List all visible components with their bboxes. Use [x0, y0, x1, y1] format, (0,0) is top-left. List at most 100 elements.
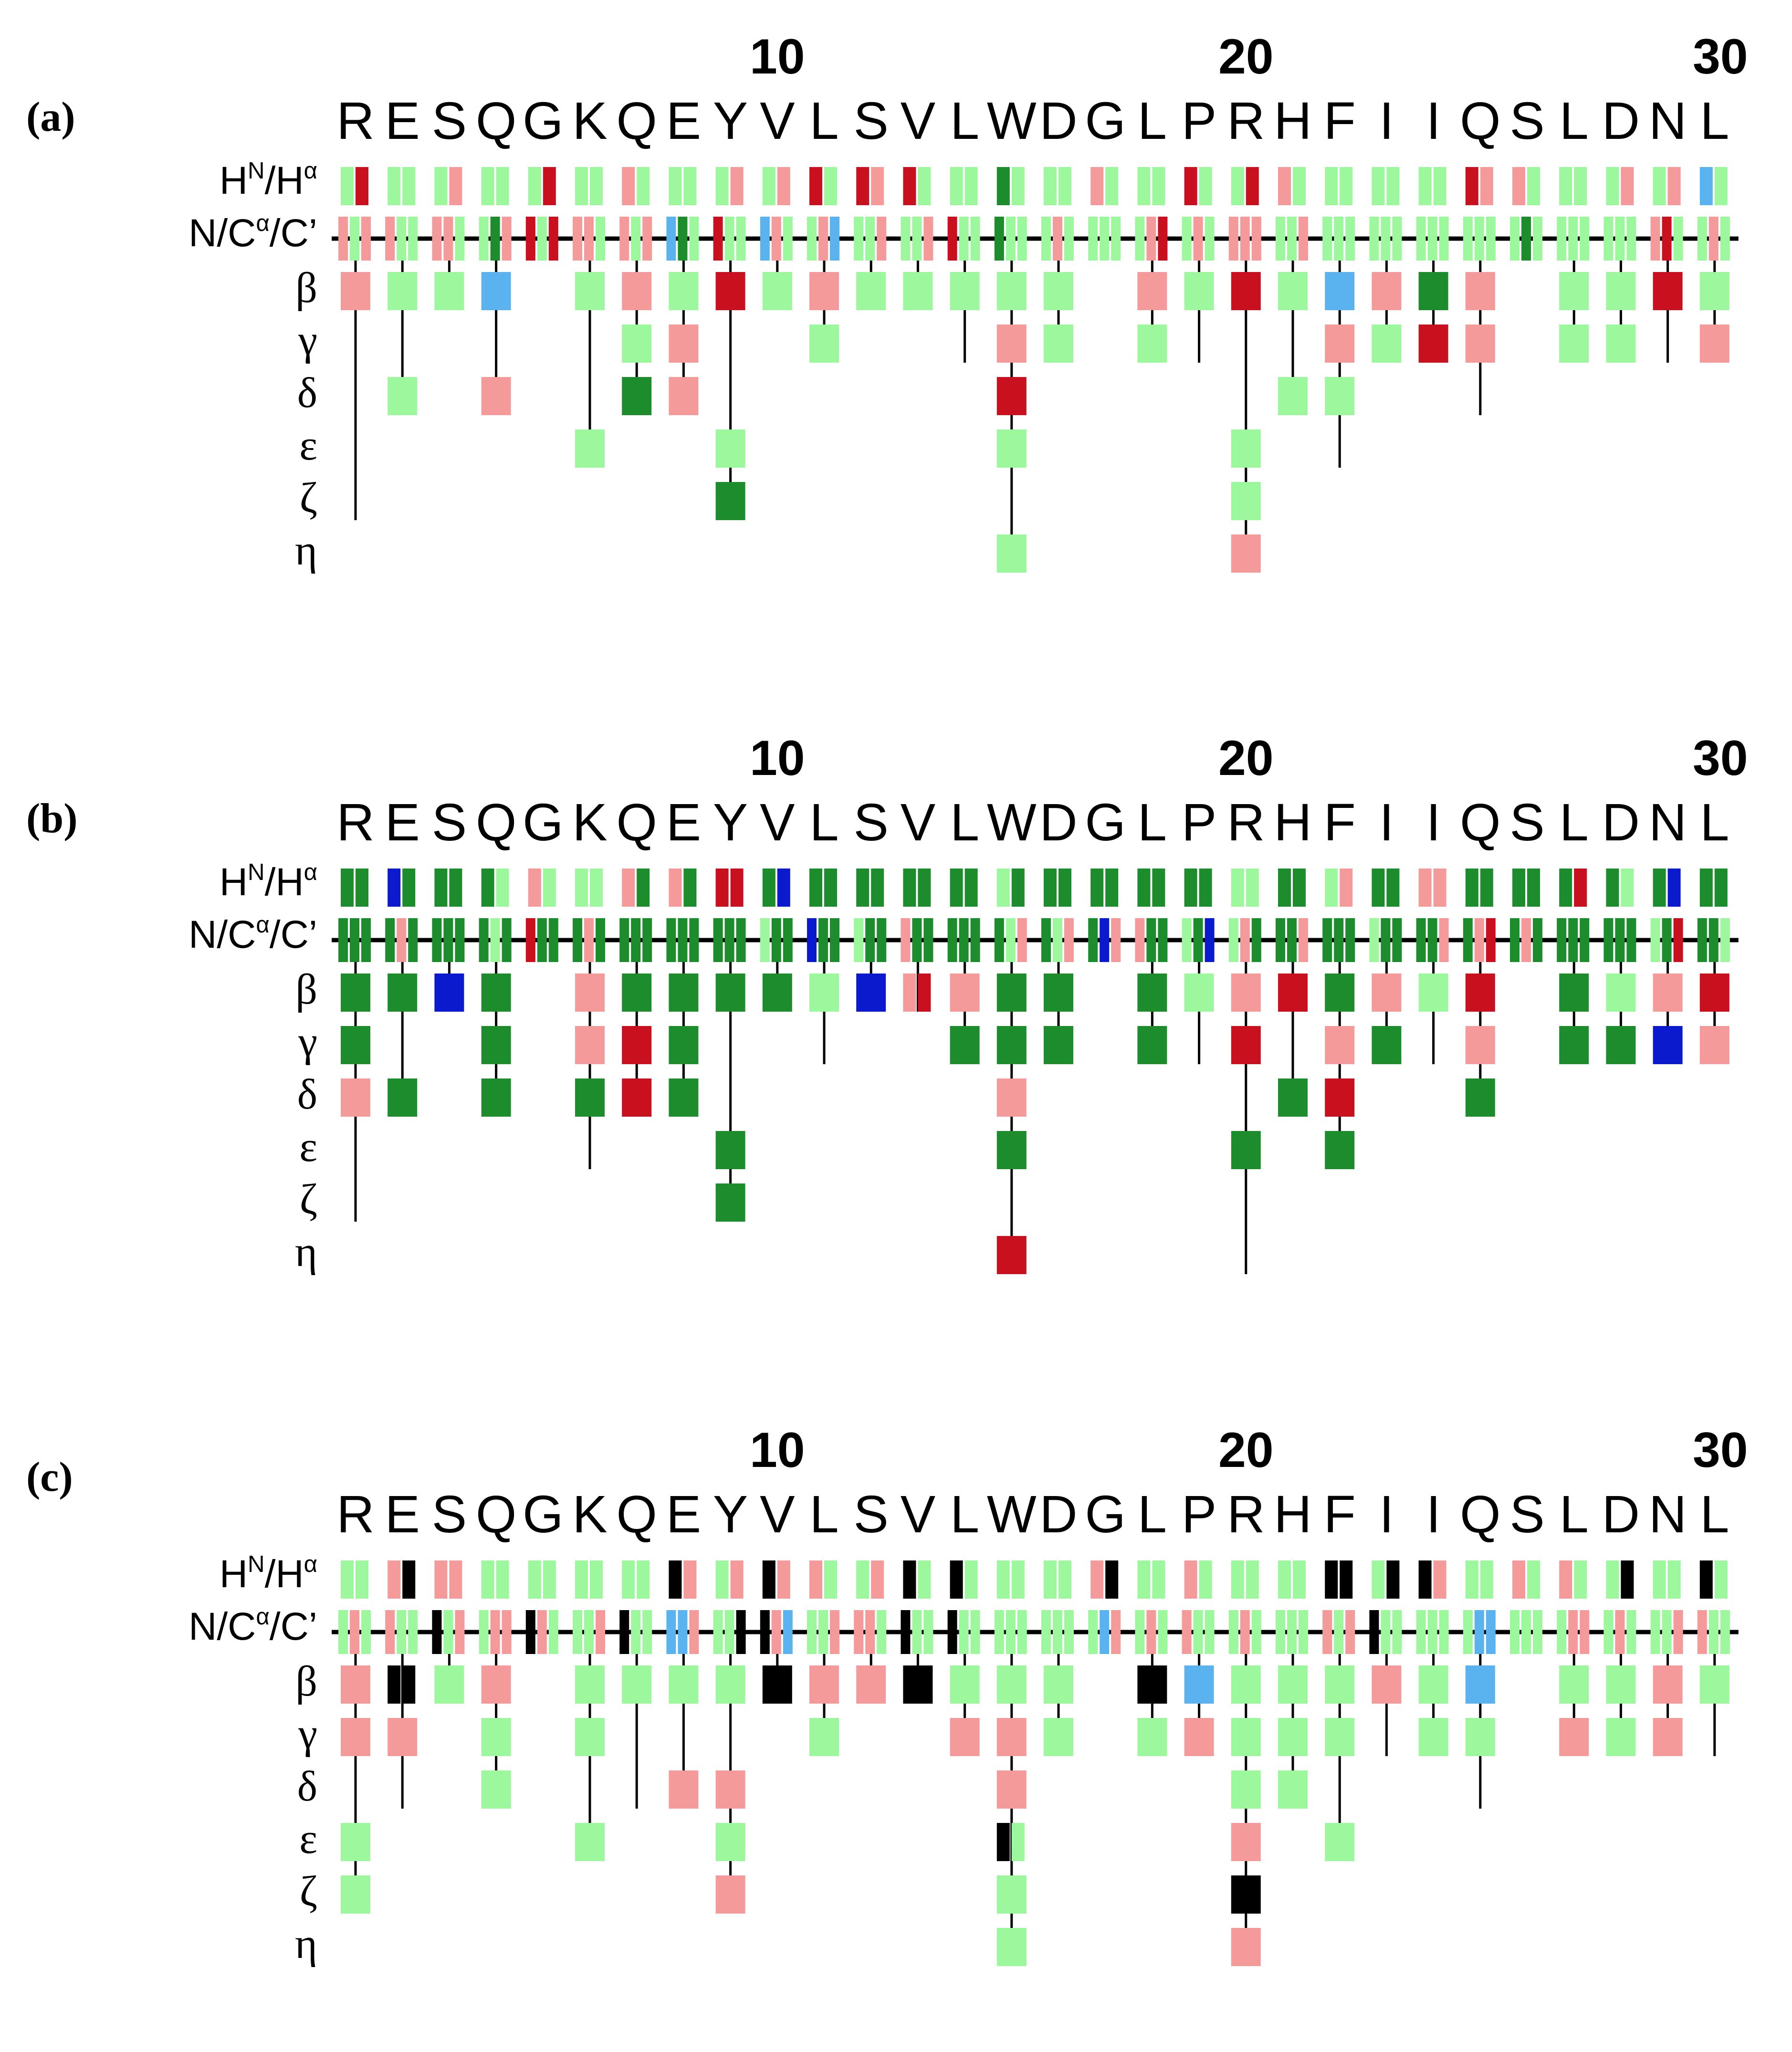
assignment-cell: [1673, 918, 1683, 962]
assignment-cell: [669, 1078, 699, 1117]
assignment-cell: [596, 918, 605, 962]
assignment-cell: [901, 1610, 911, 1654]
assignment-cell: [1465, 272, 1495, 310]
assignment-cell: [1474, 217, 1484, 261]
assignment-cell: [479, 217, 489, 261]
assignment-cell: [918, 1560, 931, 1599]
assignment-cell: [1372, 167, 1385, 205]
assignment-cell: [1006, 217, 1016, 261]
assignment-cell: [713, 217, 723, 261]
assignment-cell: [1650, 918, 1660, 962]
assignment-cell: [918, 974, 931, 1012]
residue-letter: D: [1039, 793, 1078, 852]
assignment-cell: [807, 918, 817, 962]
assignment-cell: [338, 217, 348, 261]
assignment-cell: [402, 167, 416, 205]
assignment-cell: [1251, 1610, 1261, 1654]
assignment-cell: [1427, 217, 1437, 261]
row-label-eta: η: [294, 1920, 317, 1968]
assignment-cell: [918, 167, 931, 205]
assignment-cell: [903, 869, 916, 907]
assignment-cell: [1011, 1560, 1025, 1599]
assignment-cell: [1044, 1665, 1073, 1704]
row-label-part: /C’: [269, 913, 317, 956]
assignment-cell: [760, 217, 770, 261]
assignment-cell: [1006, 1610, 1016, 1654]
assignment-cell: [1135, 918, 1145, 962]
assignment-cell: [1433, 1560, 1446, 1599]
assignment-cell: [481, 869, 494, 907]
assignment-cell: [622, 974, 652, 1012]
assignment-cell: [959, 217, 969, 261]
assignment-cell: [669, 1665, 699, 1704]
assignment-cell: [575, 1026, 605, 1064]
assignment-cell: [809, 1560, 822, 1599]
assignment-cell: [1184, 869, 1197, 907]
assignment-cell: [666, 1610, 676, 1654]
residue-letter: I: [1379, 92, 1394, 150]
panel-label: (c): [26, 1454, 73, 1500]
assignment-cell: [1557, 1610, 1567, 1654]
assignment-cell: [666, 918, 676, 962]
assignment-cell: [575, 167, 588, 205]
assignment-cell: [865, 918, 875, 962]
assignment-cell: [432, 918, 442, 962]
assignment-cell: [762, 869, 775, 907]
assignment-cell: [590, 167, 603, 205]
assignment-cell: [1199, 167, 1212, 205]
assignment-cell: [964, 167, 978, 205]
assignment-cell: [1418, 974, 1448, 1012]
residue-letter: K: [572, 793, 608, 852]
assignment-cell: [1137, 272, 1167, 310]
assignment-cell: [408, 918, 418, 962]
assignment-cell: [619, 217, 629, 261]
assignment-cell: [1231, 1131, 1261, 1169]
assignment-cell: [537, 217, 547, 261]
assignment-cell: [1372, 272, 1402, 310]
assignment-cell: [388, 974, 418, 1012]
assignment-cell: [622, 1078, 652, 1117]
assignment-cell: [996, 1718, 1027, 1756]
assignment-cell: [959, 1610, 969, 1654]
assignment-cell: [1580, 918, 1590, 962]
residue-letter: G: [523, 793, 564, 852]
assignment-cell: [669, 1560, 682, 1599]
assignment-cell: [1231, 1770, 1261, 1809]
assignment-cell: [1182, 217, 1192, 261]
assignment-cell: [996, 1665, 1027, 1704]
assignment-cell: [809, 1665, 839, 1704]
assignment-cell: [1006, 918, 1016, 962]
residue-letter: Y: [713, 793, 748, 852]
assignment-cell: [1626, 217, 1636, 261]
assignment-cell: [947, 918, 957, 962]
assignment-cell: [1527, 1560, 1540, 1599]
assignment-cell: [502, 918, 512, 962]
assignment-cell: [1418, 1560, 1432, 1599]
assignment-cell: [964, 1560, 978, 1599]
assignment-cell: [1278, 869, 1291, 907]
residue-letter: P: [1181, 92, 1217, 150]
assignment-cell: [736, 918, 746, 962]
assignment-cell: [1325, 1560, 1338, 1599]
assignment-cell: [1044, 869, 1057, 907]
row-label-eta: η: [294, 1228, 317, 1276]
assignment-cell: [573, 1610, 582, 1654]
assignment-cell: [1699, 272, 1729, 310]
assignment-cell: [1334, 918, 1344, 962]
assignment-cell: [573, 918, 582, 962]
assignment-cell: [1231, 1928, 1261, 1966]
assignment-cell: [678, 918, 688, 962]
assignment-cell: [397, 1610, 407, 1654]
assignment-cell: [596, 1610, 605, 1654]
assignment-cell: [1527, 167, 1540, 205]
assignment-cell: [434, 1560, 448, 1599]
assignment-cell: [1041, 918, 1051, 962]
assignment-cell: [1392, 918, 1402, 962]
assignment-cell: [1699, 167, 1713, 205]
assignment-cell: [996, 1560, 1010, 1599]
assignment-cell: [950, 869, 963, 907]
assignment-cell: [1372, 325, 1402, 363]
assignment-cell: [1184, 974, 1214, 1012]
assignment-cell: [777, 167, 790, 205]
assignment-cell: [1017, 217, 1027, 261]
